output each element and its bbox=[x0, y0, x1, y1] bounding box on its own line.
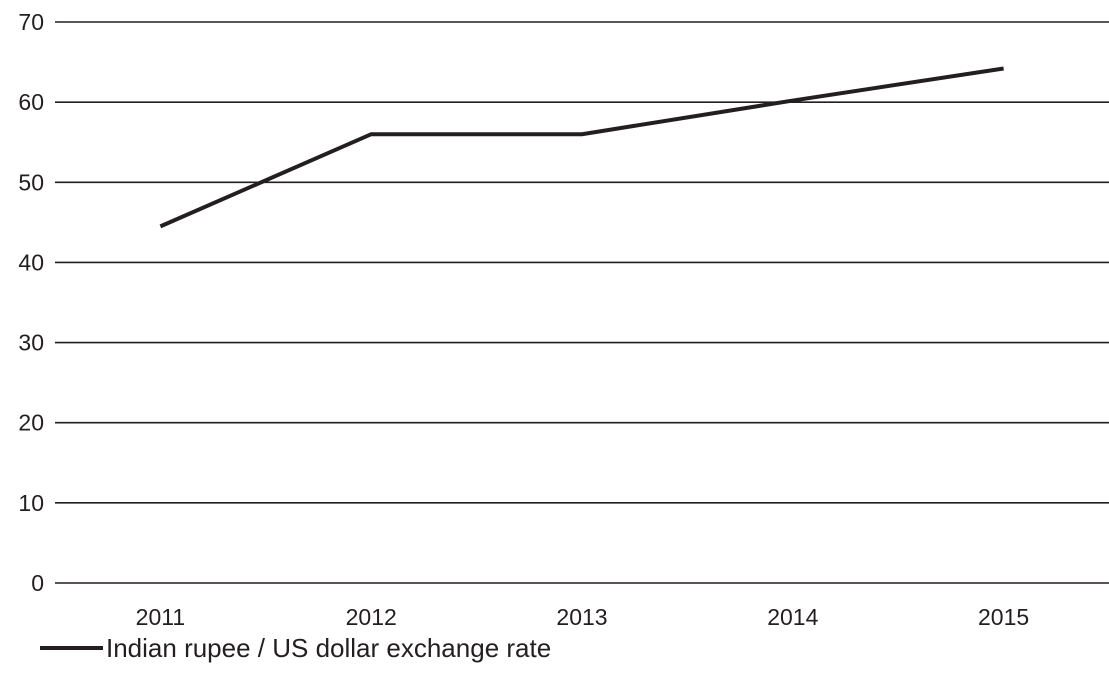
y-tick-label: 40 bbox=[18, 249, 44, 275]
x-tick-label: 2013 bbox=[556, 604, 607, 630]
y-tick-label: 20 bbox=[18, 410, 44, 436]
legend-label: Indian rupee / US dollar exchange rate bbox=[106, 633, 551, 663]
x-tick-label: 2015 bbox=[978, 604, 1029, 630]
x-tick-label: 2011 bbox=[136, 604, 185, 630]
series-line-0 bbox=[159, 66, 1004, 229]
y-axis-ticks: 0 10 20 30 40 50 60 70 bbox=[18, 9, 44, 596]
series-lines bbox=[159, 66, 1004, 229]
legend: Indian rupee / US dollar exchange rate bbox=[40, 633, 551, 663]
y-tick-label: 0 bbox=[31, 570, 44, 596]
y-tick-label: 50 bbox=[18, 169, 44, 195]
x-axis-ticks: 2011 2012 2013 2014 2015 bbox=[136, 604, 1030, 630]
y-tick-label: 10 bbox=[18, 490, 44, 516]
y-tick-label: 70 bbox=[18, 9, 44, 35]
gridlines bbox=[55, 21, 1109, 584]
y-tick-label: 30 bbox=[18, 330, 44, 356]
x-tick-label: 2014 bbox=[767, 604, 818, 630]
x-tick-label: 2012 bbox=[346, 604, 397, 630]
y-tick-label: 60 bbox=[18, 89, 44, 115]
